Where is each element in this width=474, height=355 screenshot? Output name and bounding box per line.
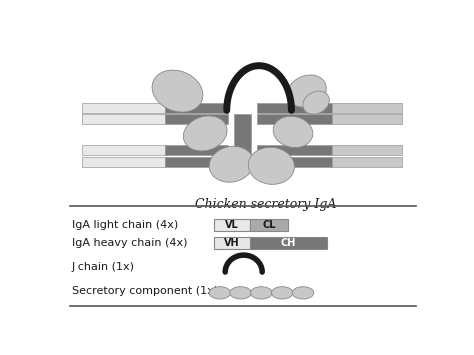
Bar	[235, 114, 251, 157]
Bar	[257, 114, 332, 124]
Ellipse shape	[273, 116, 313, 148]
Ellipse shape	[292, 287, 314, 299]
Bar	[214, 219, 250, 231]
Ellipse shape	[152, 70, 203, 112]
Ellipse shape	[272, 287, 293, 299]
Ellipse shape	[287, 75, 326, 107]
Bar	[257, 145, 332, 155]
Bar	[82, 114, 165, 124]
Ellipse shape	[209, 146, 254, 182]
Text: Secretory component (1x): Secretory component (1x)	[72, 286, 218, 296]
Bar	[332, 157, 401, 166]
Bar	[165, 157, 228, 166]
Text: VH: VH	[224, 238, 240, 248]
Ellipse shape	[230, 287, 251, 299]
Bar	[165, 114, 228, 124]
Text: Chicken secretory IgA: Chicken secretory IgA	[195, 198, 336, 211]
Bar	[250, 237, 327, 249]
Ellipse shape	[303, 91, 329, 114]
Bar	[214, 237, 250, 249]
Text: VL: VL	[225, 220, 239, 230]
Text: IgA heavy chain (4x): IgA heavy chain (4x)	[72, 238, 188, 248]
Bar	[165, 103, 228, 113]
Ellipse shape	[209, 287, 231, 299]
Text: CH: CH	[281, 238, 296, 248]
Bar	[250, 219, 288, 231]
Bar	[257, 157, 332, 166]
Bar	[332, 103, 401, 113]
Bar	[82, 145, 165, 155]
Bar	[165, 145, 228, 155]
Bar	[82, 157, 165, 166]
Bar	[332, 145, 401, 155]
Bar	[257, 103, 332, 113]
Ellipse shape	[248, 147, 294, 184]
Text: IgA light chain (4x): IgA light chain (4x)	[72, 220, 178, 230]
Ellipse shape	[251, 287, 272, 299]
Ellipse shape	[183, 116, 227, 151]
Text: J chain (1x): J chain (1x)	[72, 262, 135, 272]
Text: CL: CL	[262, 220, 276, 230]
Bar	[332, 114, 401, 124]
Bar	[82, 103, 165, 113]
